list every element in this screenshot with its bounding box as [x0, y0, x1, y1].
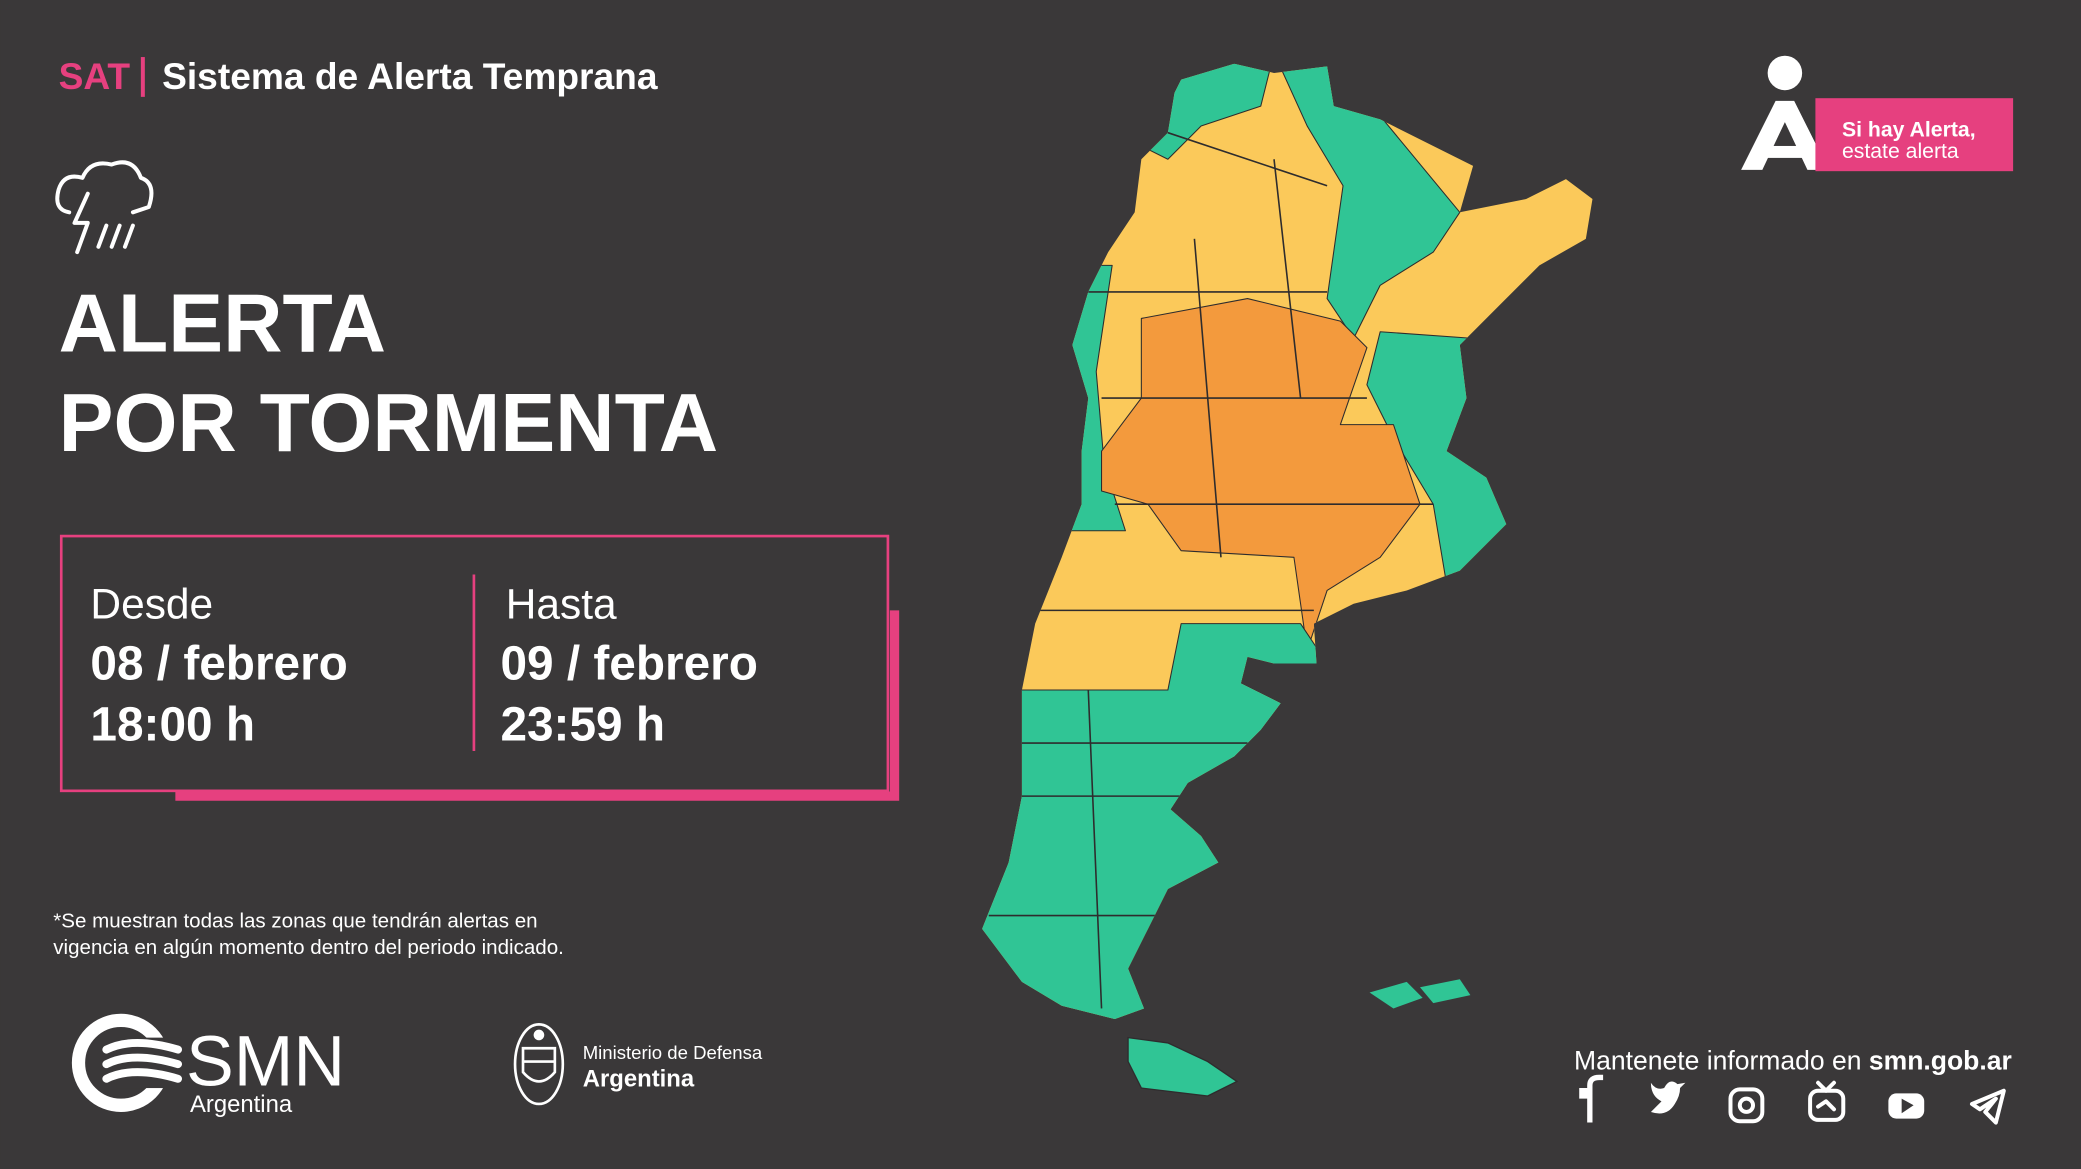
footer-site[interactable]: smn.gob.ar	[1869, 1045, 2012, 1075]
slogan-normal: estate alerta	[1842, 140, 1959, 163]
alert-title: ALERTA	[59, 279, 386, 370]
box-shadow	[175, 610, 900, 801]
facebook-icon[interactable]	[1579, 1074, 1604, 1123]
to-date: 09 / febrero	[500, 637, 757, 690]
smn-logo: SMN Argentina	[71, 1013, 345, 1118]
to-label: Hasta	[506, 580, 617, 627]
malvinas	[1419, 979, 1471, 1004]
sat-title: Sistema de Alerta Temprana	[162, 55, 658, 97]
note: *Se muestran todas las zonas que tendrán…	[53, 910, 537, 933]
from-label: Desde	[90, 580, 213, 627]
footer-label: Mantenete informado en	[1574, 1045, 1861, 1075]
to-time: 23:59 h	[500, 698, 665, 751]
ministry-name: Ministerio de Defensa	[583, 1042, 763, 1063]
social-icons	[1579, 1074, 2006, 1125]
from-date: 08 / febrero	[90, 637, 347, 690]
from-time: 18:00 h	[90, 698, 255, 751]
ministry-country: Argentina	[583, 1066, 695, 1093]
tierra-del-fuego	[1127, 1036, 1239, 1097]
malvinas	[1369, 981, 1423, 1009]
separator	[140, 57, 145, 97]
sat-label: SAT	[59, 55, 131, 97]
alert-title: POR TORMENTA	[59, 378, 719, 469]
twitter-icon[interactable]	[1650, 1081, 1686, 1114]
smn-name: SMN	[186, 1021, 345, 1101]
telegram-icon[interactable]	[1969, 1088, 2006, 1125]
slogan-bold: Si hay Alerta,	[1842, 119, 1976, 142]
ministry-logo: Ministerio de Defensa Argentina	[513, 1023, 763, 1106]
slogan-logo: Si hay Alerta, estate alerta	[1741, 55, 2014, 172]
instagram-icon[interactable]	[1728, 1087, 1765, 1124]
note: vigencia en algún momento dentro del per…	[53, 936, 564, 959]
footer-text: Mantenete informado en smn.gob.ar	[1574, 1045, 2012, 1075]
storm-icon	[55, 160, 154, 255]
smn-country: Argentina	[190, 1091, 293, 1118]
period-box	[59, 534, 890, 793]
